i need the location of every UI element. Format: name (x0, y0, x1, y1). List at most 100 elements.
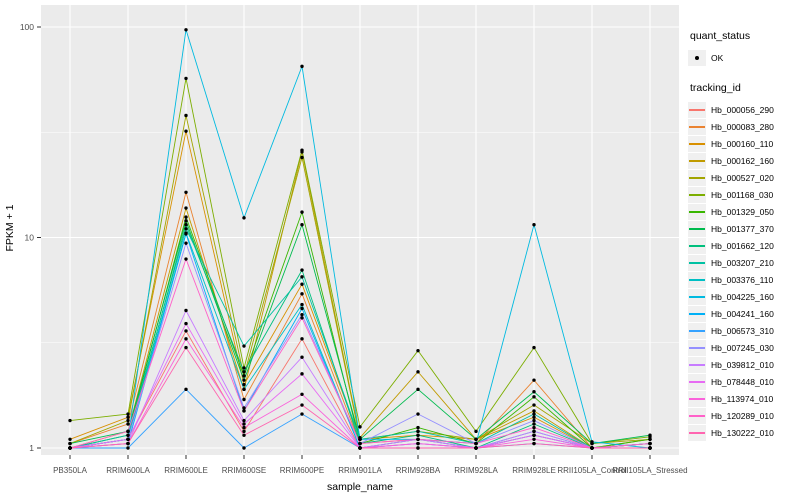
legend-item-label: Hb_001377_370 (711, 223, 774, 234)
data-point (68, 446, 72, 450)
data-point (648, 437, 652, 441)
legend-item-Hb_001662_120: Hb_001662_120 (688, 237, 800, 254)
x-tick-label: RRII105LA_Stressed (612, 466, 687, 475)
data-point (242, 422, 246, 426)
legend-item-Hb_039812_010: Hb_039812_010 (688, 356, 800, 373)
data-point (242, 429, 246, 434)
data-point (184, 345, 188, 350)
legend-item-label: Hb_003207_210 (711, 257, 774, 268)
legend-item-Hb_001329_050: Hb_001329_050 (688, 203, 800, 220)
legend-item-label: Hb_001329_050 (711, 206, 774, 217)
legend-color-line (689, 125, 705, 128)
line-key-icon (688, 135, 706, 152)
legend-item-Hb_130222_010: Hb_130222_010 (688, 424, 800, 441)
data-point (416, 425, 420, 430)
data-point (416, 441, 420, 446)
x-tick-label: RRIM600LE (164, 466, 208, 475)
y-tick-label: 1 (29, 443, 34, 453)
x-tick-label: RRIM928BA (396, 466, 441, 475)
legend-title-quant-status: quant_status (690, 30, 751, 42)
legend-item-label: Hb_130222_010 (711, 427, 774, 438)
data-point (184, 113, 188, 118)
point-key-icon (688, 49, 706, 66)
data-point (648, 433, 652, 437)
data-point (474, 437, 478, 441)
legend-item-Hb_001168_030: Hb_001168_030 (688, 186, 800, 203)
legend-item-label: Hb_004241_160 (711, 308, 774, 319)
line-key-icon (688, 186, 706, 203)
data-point (184, 206, 188, 210)
legend-item-Hb_001377_370: Hb_001377_370 (688, 220, 800, 237)
data-point (416, 437, 420, 441)
legend-item-Hb_000083_280: Hb_000083_280 (688, 118, 800, 135)
legend-item-label: Hb_000160_110 (711, 138, 774, 149)
data-point (242, 387, 246, 392)
legend-color-line (689, 210, 705, 213)
data-point (474, 441, 478, 446)
legend-item-Hb_003376_110: Hb_003376_110 (688, 271, 800, 288)
data-point (532, 395, 536, 399)
legend-color-line (689, 363, 705, 366)
legend-item-Hb_000056_290: Hb_000056_290 (688, 101, 800, 118)
data-point (532, 429, 536, 434)
data-point (68, 441, 72, 446)
legend-color-line (689, 142, 705, 145)
line-key-icon (688, 203, 706, 220)
data-point (532, 412, 536, 416)
x-tick-label: RRIM928LA (454, 466, 498, 475)
data-point (126, 429, 130, 434)
line-key-icon (688, 390, 706, 407)
data-point (300, 302, 304, 307)
legend-item-label: Hb_078448_010 (711, 376, 774, 387)
legend-color-line (689, 227, 705, 230)
data-point (242, 446, 246, 450)
data-point (184, 227, 188, 231)
line-key-icon (688, 424, 706, 441)
data-point (474, 446, 478, 450)
legend-item-ok: OK (688, 49, 800, 66)
data-point (126, 422, 130, 426)
data-point (126, 441, 130, 446)
line-key-icon (688, 254, 706, 271)
legend-color-line (689, 261, 705, 264)
line-key-icon (688, 220, 706, 237)
line-key-icon (688, 118, 706, 135)
line-key-icon (688, 305, 706, 322)
data-point (590, 446, 594, 450)
data-point (300, 64, 304, 69)
legend-quant-status: quant_status OK (688, 30, 800, 66)
data-point (300, 312, 304, 317)
data-point (300, 210, 304, 214)
data-point (242, 366, 246, 370)
legend-color-line (689, 295, 705, 298)
legend-item-Hb_004241_160: Hb_004241_160 (688, 305, 800, 322)
data-point (242, 378, 246, 382)
data-point (184, 223, 188, 227)
y-tick-label: 100 (20, 22, 34, 32)
data-point (532, 418, 536, 423)
data-point (474, 429, 478, 434)
legend-item-label: Hb_006573_310 (711, 325, 774, 336)
line-key-icon (688, 373, 706, 390)
data-point (242, 382, 246, 387)
legend-item-label: Hb_120289_010 (711, 410, 774, 421)
data-point (300, 223, 304, 227)
data-point (242, 409, 246, 413)
data-point (242, 406, 246, 410)
data-point (184, 329, 188, 333)
data-point (416, 433, 420, 437)
legend-color-line (689, 414, 705, 417)
data-point (300, 412, 304, 416)
data-point (126, 418, 130, 423)
legend-color-line (689, 159, 705, 162)
data-point (358, 446, 362, 450)
data-point (126, 433, 130, 437)
data-point (300, 337, 304, 341)
legend: quant_status OK tracking_id Hb_000056_29… (688, 30, 800, 457)
data-point (68, 418, 72, 423)
data-point (300, 372, 304, 376)
legend-item-Hb_007245_030: Hb_007245_030 (688, 339, 800, 356)
data-point (590, 440, 594, 444)
line-key-icon (688, 152, 706, 169)
legend-item-label: Hb_113974_010 (711, 393, 774, 404)
